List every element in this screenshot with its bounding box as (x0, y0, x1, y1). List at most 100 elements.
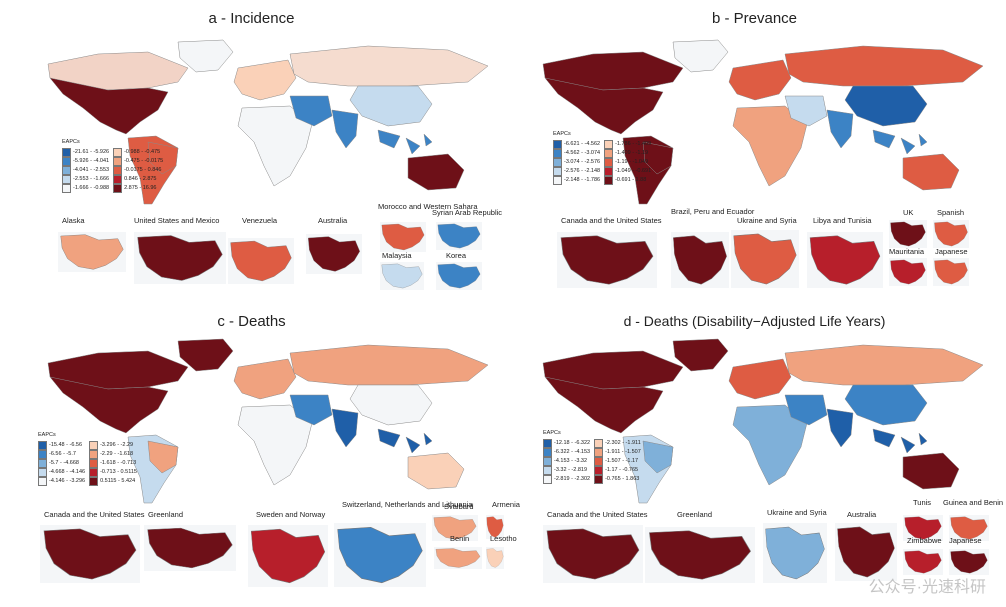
region-middle-east (784, 95, 828, 127)
region-greenland (177, 338, 234, 372)
region-southeast-asia (872, 129, 928, 155)
inset-label: Canada and the United States (547, 510, 648, 519)
inset-region (437, 263, 481, 289)
legend-label: -2.148 - -1.786 (564, 176, 601, 183)
legend-swatch (89, 440, 99, 450)
legend-item: -2.819 - -2.302 (543, 474, 591, 484)
legend-label: -2.576 - -2.148 (564, 167, 601, 174)
legend-label: -2.302 - -1.911 (605, 439, 641, 446)
legend-label: -4.146 - -3.296 (49, 477, 86, 484)
legend-label: -4.153 - -3.32 (554, 457, 588, 464)
legend-title: EAPCs (38, 432, 56, 438)
legend-title: EAPCs (62, 139, 80, 145)
panel-incidence: a - Incidence EAPCs -21.61 - -5.926 -5.926… (0, 0, 503, 303)
legend-swatch (553, 175, 562, 185)
inset-region (890, 221, 926, 247)
region-russia (784, 45, 984, 87)
legend-item: -0.988 - -0.475 (113, 147, 163, 157)
world-map (47, 338, 489, 504)
inset-label: Tunis (913, 498, 932, 507)
inset-region (837, 526, 895, 578)
inset-region (904, 550, 942, 574)
legend-label: -1.666 - -0.988 (73, 184, 110, 191)
legend-item: -4.146 - -3.296 (38, 476, 86, 486)
inset-region (435, 548, 481, 568)
inset-region (649, 530, 751, 580)
legend-item: -1.786 - -1.409 (604, 139, 651, 149)
watermark-text: 公众号·光速科研 (868, 579, 986, 596)
legend-swatch (553, 139, 562, 149)
inset-map (486, 547, 504, 569)
legend-swatch (553, 166, 562, 176)
inset-region (486, 516, 504, 538)
legend-item: -1.17 - -0.765 (594, 465, 641, 475)
legend-item: 0.5115 - 5.424 (89, 476, 137, 486)
legend-swatch (62, 183, 71, 193)
region-middle-east (289, 394, 333, 426)
region-china (844, 85, 928, 127)
inset-region (673, 235, 727, 285)
inset-label: Lesotho (490, 534, 517, 543)
legend-swatch (113, 165, 123, 175)
inset-label: Australia (318, 216, 348, 225)
legend-title: EAPCs (553, 131, 571, 137)
inset-label: Svalbard (444, 502, 474, 511)
inset-label: Ukraine and Syria (767, 508, 827, 517)
legend-swatch (113, 156, 123, 166)
region-europe (233, 358, 297, 400)
legend-item: -4.153 - -3.32 (543, 456, 590, 466)
legend-swatch (62, 165, 71, 175)
inset-map (903, 549, 943, 575)
legend-item: -3.296 - -2.29 (89, 440, 137, 450)
legend-label: -0.0175 - 0.846 (124, 166, 162, 173)
panel-title: b - Prevance (711, 10, 798, 27)
legend-swatch (89, 476, 99, 486)
inset-label: Mauritania (889, 247, 925, 256)
inset-region (904, 516, 942, 540)
legend-item: -1.507 - -1.17 (594, 456, 641, 466)
region-southeast-asia (377, 428, 433, 454)
legend: EAPCs -15.48 - -6.56 -6.56 - -5.7 -5.7 - -4… (38, 431, 137, 486)
inset-label: Ukraine and Syria (737, 216, 797, 225)
legend-item: -1.911 - -1.507 (594, 447, 641, 457)
legend-label: -6.56 - -5.7 (49, 450, 76, 457)
legend-label: -6.322 - -4.153 (554, 448, 591, 455)
legend-item: -3.074 - -2.576 (553, 157, 600, 167)
inset-map (557, 232, 657, 288)
legend-label: -0.988 - -0.475 (124, 148, 161, 155)
legend-swatch (113, 174, 123, 184)
inset-map (134, 232, 226, 284)
legend-label: -1.507 - -1.17 (605, 457, 639, 464)
inset-map (436, 262, 482, 290)
legend-swatch (553, 148, 562, 158)
inset-map (543, 525, 643, 583)
inset-map (889, 220, 927, 248)
legend-item: -12.18 - -6.322 (543, 438, 590, 448)
legend-label: -4.668 - -4.146 (49, 468, 86, 475)
legend-label: -4.041 - -2.553 (73, 166, 110, 173)
world-map (542, 338, 984, 504)
region-north-america (544, 77, 664, 135)
legend-label: -2.553 - -1.666 (73, 175, 110, 182)
inset-region (60, 234, 124, 270)
inset-map (380, 222, 426, 252)
legend-label: -2.819 - -2.302 (554, 475, 591, 482)
region-australia (407, 452, 465, 490)
legend: EAPCs -12.18 - -6.322 -6.322 - -4.153 -4.15… (543, 429, 641, 484)
inset-region (546, 528, 640, 580)
legend-label: -1.19 - -1.049 (615, 158, 649, 165)
inset-label: UK (903, 208, 914, 217)
inset-region (560, 235, 654, 285)
legend: EAPCs -21.61 - -5.926 -5.926 - -4.041 -4.04… (62, 138, 163, 193)
inset-region (381, 223, 425, 251)
region-greenland (672, 39, 729, 73)
region-brazil (642, 141, 674, 175)
panel-title: c - Deaths (217, 313, 286, 330)
inset-region (934, 221, 968, 247)
legend-label: 0.846 - 2.875 (124, 175, 157, 182)
region-india (331, 109, 359, 149)
inset-region (337, 526, 423, 584)
legend-item: -1.618 - -0.713 (89, 458, 137, 468)
legend-item: -0.691 - 1.88 (604, 175, 651, 185)
legend-swatch (38, 476, 47, 486)
